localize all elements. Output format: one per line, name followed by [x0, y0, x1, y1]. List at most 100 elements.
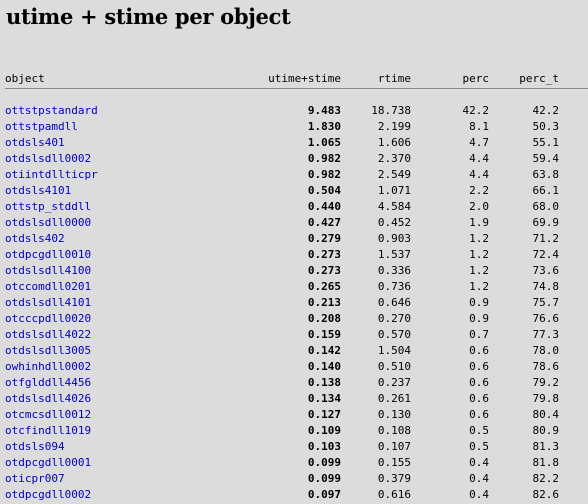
perc-cell: 0.5: [469, 423, 489, 437]
object-link[interactable]: otdpcgdll0001: [5, 455, 92, 469]
perc-cell: 0.6: [469, 391, 489, 405]
table-row: otdslsdll0002 0.982 2.370 4.4 59.4: [5, 150, 559, 166]
object-link[interactable]: otcccpdll0020: [5, 311, 92, 325]
perc-cell: 0.9: [469, 295, 489, 309]
utime-stime-cell: 0.109: [307, 423, 341, 437]
header-divider: [5, 88, 588, 89]
object-link[interactable]: otccomdll0201: [5, 279, 92, 293]
rtime-cell: 2.199: [377, 119, 411, 133]
header-row: object utime+stime rtime perc perc_t: [5, 70, 559, 86]
perc-cell: 0.5: [469, 439, 489, 453]
object-link[interactable]: otdpcgdll0002: [5, 487, 92, 501]
perc-cell: 1.2: [469, 263, 489, 277]
utime-stime-cell: 0.140: [307, 359, 341, 373]
utime-stime-cell: 0.099: [307, 471, 341, 485]
rtime-cell: 0.261: [377, 391, 411, 405]
object-link[interactable]: otfglddll4456: [5, 375, 92, 389]
utime-stime-cell: 0.504: [307, 183, 341, 197]
perc-cell: 0.6: [469, 375, 489, 389]
rtime-cell: 0.646: [377, 295, 411, 309]
object-cell: otiintdllticpr: [5, 166, 242, 182]
object-cell: otdslsdll3005: [5, 342, 242, 358]
perc-cell: 42.2: [462, 103, 490, 117]
object-link[interactable]: otcfindll1019: [5, 423, 92, 437]
perc-cell: 0.4: [469, 471, 489, 485]
perc-cell: 1.9: [469, 215, 489, 229]
object-link[interactable]: otdslsdll4101: [5, 295, 92, 309]
object-link[interactable]: otdslsdll4026: [5, 391, 92, 405]
perc-t-cell: 82.6: [532, 487, 560, 501]
rtime-cell: 0.570: [377, 327, 411, 341]
rtime-cell: 4.584: [377, 199, 411, 213]
perc-cell: 4.4: [469, 167, 489, 181]
object-cell: otdsls4101: [5, 182, 242, 198]
rtime-cell: 0.452: [377, 215, 411, 229]
perc-t-cell: 42.2: [532, 103, 560, 117]
object-link[interactable]: owhinhdll0002: [5, 359, 92, 373]
object-link[interactable]: otdpcgdll0010: [5, 247, 92, 261]
object-link[interactable]: otdslsdll0000: [5, 215, 92, 229]
table-row: otdslsdll4101 0.213 0.646 0.9 75.7: [5, 294, 559, 310]
object-cell: otdslsdll4026: [5, 390, 242, 406]
object-link[interactable]: otdslsdll4022: [5, 327, 92, 341]
perc-cell: 0.7: [469, 327, 489, 341]
perc-cell: 2.0: [469, 199, 489, 213]
table-row: otdsls401 1.065 1.606 4.7 55.1: [5, 134, 559, 150]
object-link[interactable]: ottstpamdll: [5, 119, 78, 133]
object-link[interactable]: otdsls401: [5, 135, 65, 149]
rtime-cell: 1.537: [377, 247, 411, 261]
object-cell: otccomdll0201: [5, 278, 242, 294]
rtime-cell: 1.504: [377, 343, 411, 357]
table-row: owhinhdll0002 0.140 0.510 0.6 78.6: [5, 358, 559, 374]
perc-t-cell: 80.9: [532, 423, 560, 437]
object-link[interactable]: otdslsdll0002: [5, 151, 92, 165]
utime-stime-cell: 0.142: [307, 343, 341, 357]
utime-stime-cell: 0.273: [307, 247, 341, 261]
perc-t-cell: 82.2: [532, 471, 560, 485]
perc-t-cell: 77.3: [532, 327, 560, 341]
perc-t-cell: 68.0: [532, 199, 560, 213]
object-cell: otcfindll1019: [5, 422, 242, 438]
object-link[interactable]: ottstpstandard: [5, 103, 98, 117]
table-row: otdslsdll3005 0.142 1.504 0.6 78.0: [5, 342, 559, 358]
table-row: ottstpamdll 1.830 2.199 8.1 50.3: [5, 118, 559, 134]
object-cell: otdpcgdll0010: [5, 246, 242, 262]
perc-cell: 4.7: [469, 135, 489, 149]
rtime-cell: 0.270: [377, 311, 411, 325]
object-cell: otdslsdll0002: [5, 150, 242, 166]
utime-stime-cell: 0.097: [307, 487, 341, 501]
perc-cell: 4.4: [469, 151, 489, 165]
utime-stime-cell: 0.273: [307, 263, 341, 277]
object-cell: otcccpdll0020: [5, 310, 242, 326]
perc-t-cell: 78.0: [532, 343, 560, 357]
perc-cell: 2.2: [469, 183, 489, 197]
object-cell: otdslsdll4022: [5, 326, 242, 342]
object-link[interactable]: otdsls4101: [5, 183, 72, 197]
object-cell: owhinhdll0002: [5, 358, 242, 374]
object-cell: otdpcgdll0002: [5, 486, 242, 502]
table-row: otdsls4101 0.504 1.071 2.2 66.1: [5, 182, 559, 198]
object-link[interactable]: otdsls094: [5, 439, 65, 453]
object-link[interactable]: otcmcsdll0012: [5, 407, 92, 421]
rtime-cell: 0.237: [377, 375, 411, 389]
table-row: otdpcgdll0010 0.273 1.537 1.2 72.4: [5, 246, 559, 262]
rtime-cell: 1.606: [377, 135, 411, 149]
object-link[interactable]: otdsls402: [5, 231, 65, 245]
table-header: object utime+stime rtime perc perc_t: [5, 70, 588, 102]
perc-t-cell: 63.8: [532, 167, 560, 181]
object-link[interactable]: otiintdllticpr: [5, 167, 98, 181]
table-row: otdslsdll4026 0.134 0.261 0.6 79.8: [5, 390, 559, 406]
rtime-cell: 0.107: [377, 439, 411, 453]
perc-cell: 0.6: [469, 407, 489, 421]
table-row: otdsls094 0.103 0.107 0.5 81.3: [5, 438, 559, 454]
object-link[interactable]: oticpr007: [5, 471, 65, 485]
perc-t-cell: 66.1: [532, 183, 560, 197]
object-link[interactable]: otdslsdll3005: [5, 343, 92, 357]
table-row: otdsls402 0.279 0.903 1.2 71.2: [5, 230, 559, 246]
object-link[interactable]: otdslsdll4100: [5, 263, 92, 277]
rtime-cell: 0.155: [377, 455, 411, 469]
perc-t-cell: 69.9: [532, 215, 560, 229]
table-row: ottstp_stddll 0.440 4.584 2.0 68.0: [5, 198, 559, 214]
object-link[interactable]: ottstp_stddll: [5, 199, 92, 213]
object-cell: ottstpstandard: [5, 102, 242, 118]
